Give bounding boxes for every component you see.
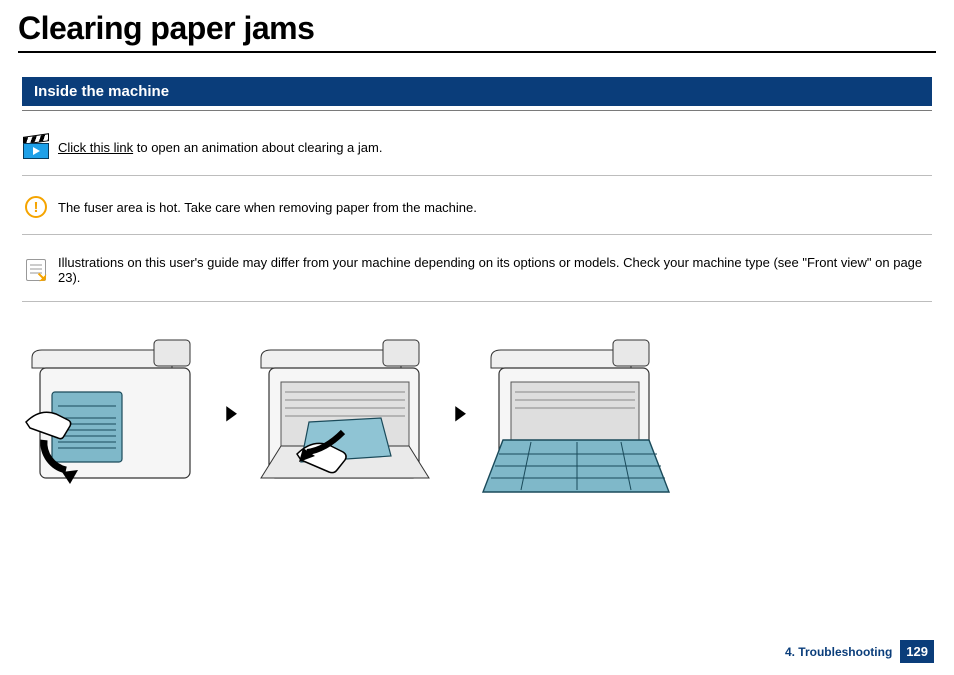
page-footer: 4. Troubleshooting 129	[785, 640, 934, 663]
row-rule-3	[22, 301, 932, 302]
video-clapper-icon[interactable]	[23, 135, 49, 159]
warning-icon: !	[25, 196, 47, 218]
footer-page-number: 129	[900, 640, 934, 663]
warning-text: The fuser area is hot. Take care when re…	[58, 200, 477, 215]
animation-link-suffix: to open an animation about clearing a ja…	[133, 140, 382, 155]
warning-row: ! The fuser area is hot. Take care when …	[22, 192, 932, 224]
animation-link-text: Click this link to open an animation abo…	[58, 140, 382, 155]
icon-box	[22, 259, 50, 281]
row-rule-1	[22, 175, 932, 176]
note-text: Illustrations on this user's guide may d…	[58, 255, 932, 285]
row-rule-2	[22, 234, 932, 235]
icon-box	[22, 135, 50, 159]
illustration-row: ▶ ▶	[22, 322, 932, 502]
note-icon	[26, 259, 46, 281]
title-rule	[18, 51, 936, 53]
page-title: Clearing paper jams	[0, 0, 954, 51]
footer-chapter: 4. Troubleshooting	[785, 645, 892, 659]
section-header: Inside the machine	[22, 77, 932, 106]
illustration-step-3	[481, 322, 671, 502]
note-row: Illustrations on this user's guide may d…	[22, 251, 932, 291]
section-rule	[22, 110, 932, 111]
step-arrow-icon: ▶	[225, 400, 239, 425]
animation-link-row: Click this link to open an animation abo…	[22, 131, 932, 165]
illustration-step-2	[251, 322, 441, 502]
icon-box: !	[22, 196, 50, 218]
step-arrow-icon: ▶	[454, 400, 468, 425]
animation-link[interactable]: Click this link	[58, 140, 133, 155]
illustration-step-1	[22, 322, 212, 502]
